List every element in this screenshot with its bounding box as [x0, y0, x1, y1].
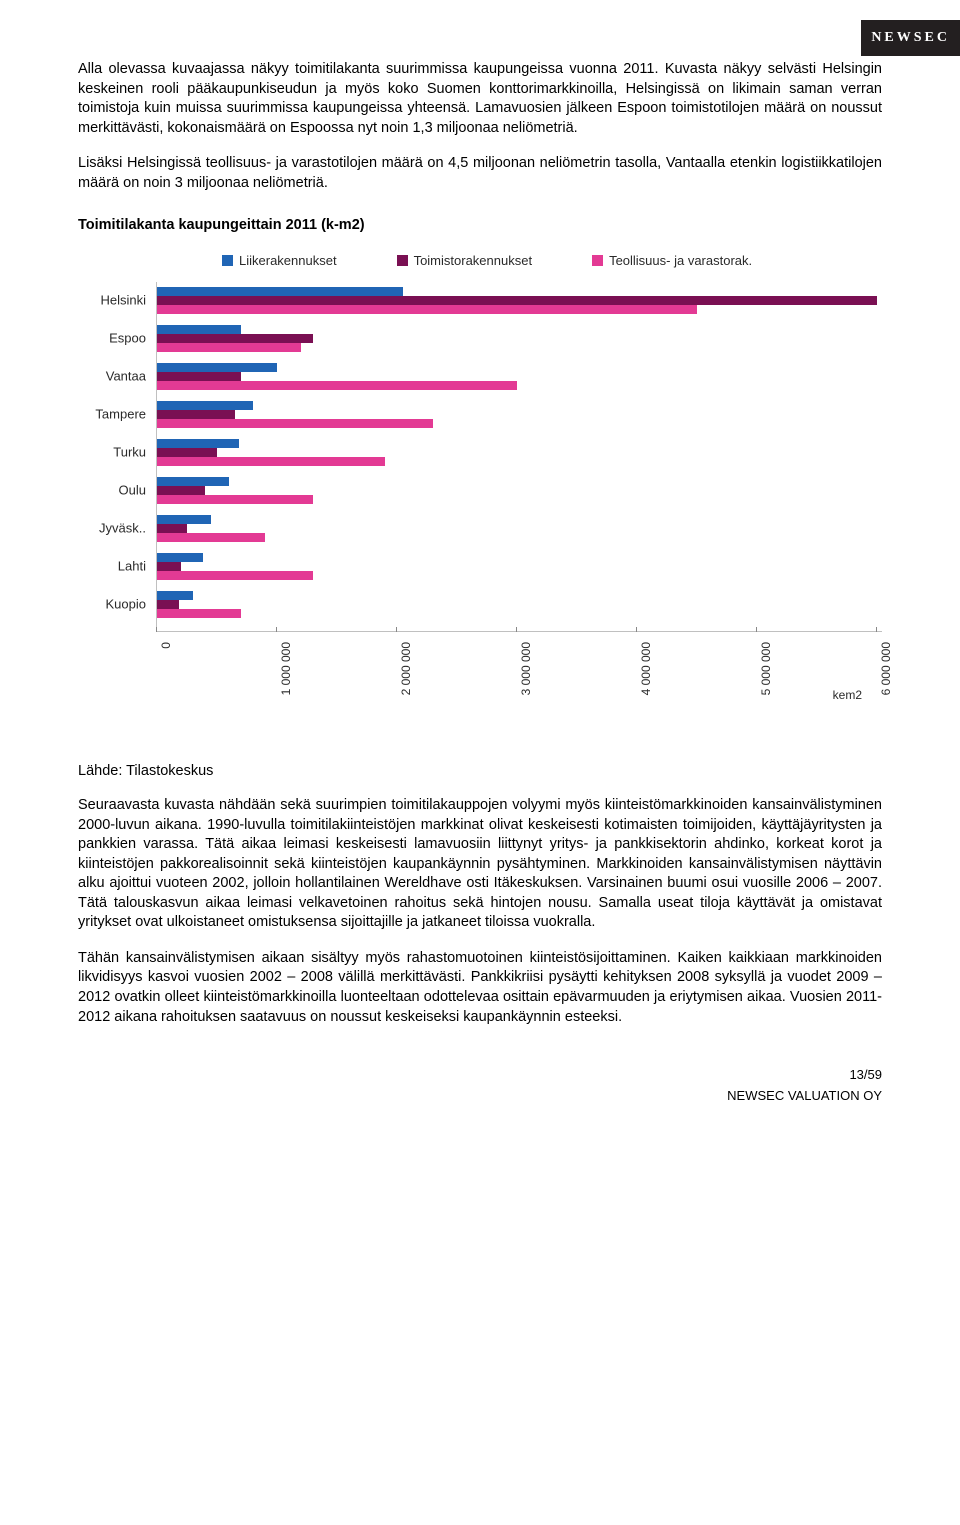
- body-paragraph-4: Tähän kansainvälistymisen aikaan sisälty…: [78, 949, 882, 1027]
- legend-swatch: [222, 255, 233, 266]
- bar: [157, 591, 193, 600]
- category-label: Espoo: [109, 331, 146, 346]
- chart-unit-label: kem2: [833, 688, 862, 702]
- x-tick-mark: [756, 627, 757, 632]
- bar: [157, 600, 179, 609]
- bar: [157, 571, 313, 580]
- x-tick-label: 3 000 000: [519, 642, 533, 695]
- bar: [157, 553, 203, 562]
- page-number: 13/59: [78, 1067, 882, 1082]
- bar: [157, 325, 241, 334]
- legend-swatch: [397, 255, 408, 266]
- x-tick-mark: [396, 627, 397, 632]
- bar: [157, 609, 241, 618]
- x-tick-mark: [516, 627, 517, 632]
- body-paragraph-3: Seuraavasta kuvasta nähdään sekä suurimp…: [78, 796, 882, 933]
- legend-label: Teollisuus- ja varastorak.: [609, 253, 752, 268]
- legend-item: Liikerakennukset: [222, 253, 337, 268]
- x-tick-label: 1 000 000: [279, 642, 293, 695]
- category-label: Turku: [113, 445, 146, 460]
- x-tick-label: 2 000 000: [399, 642, 413, 695]
- x-tick-mark: [276, 627, 277, 632]
- chart-source: Lähde: Tilastokeskus: [78, 762, 882, 782]
- bar: [157, 296, 877, 305]
- bar: [157, 334, 313, 343]
- x-tick-label: 4 000 000: [639, 642, 653, 695]
- category-label: Jyväsk..: [99, 521, 146, 536]
- bar: [157, 439, 239, 448]
- category-label: Kuopio: [106, 597, 146, 612]
- document-page: Alla olevassa kuvaajassa näkyy toimitila…: [0, 0, 960, 1143]
- x-tick-mark: [876, 627, 877, 632]
- bar: [157, 419, 433, 428]
- bar: [157, 410, 235, 419]
- category-label: Lahti: [118, 559, 146, 574]
- legend-label: Toimistorakennukset: [414, 253, 533, 268]
- category-label: Helsinki: [100, 293, 146, 308]
- chart-container: Liikerakennukset Toimistorakennukset Teoll…: [72, 239, 882, 662]
- bar: [157, 401, 253, 410]
- category-label: Oulu: [119, 483, 146, 498]
- bar: [157, 381, 517, 390]
- x-tick-label: 6 000 000: [879, 642, 893, 695]
- footer-company: NEWSEC VALUATION OY: [78, 1088, 882, 1103]
- legend-label: Liikerakennukset: [239, 253, 337, 268]
- category-label: Tampere: [95, 407, 146, 422]
- bar: [157, 287, 403, 296]
- chart-plot: Helsinki Espoo Vantaa Tampere Turku Oulu Jyväs…: [72, 282, 882, 662]
- bar: [157, 562, 181, 571]
- x-tick-mark: [636, 627, 637, 632]
- bar: [157, 477, 229, 486]
- bar: [157, 305, 697, 314]
- bar: [157, 448, 217, 457]
- legend-item: Toimistorakennukset: [397, 253, 533, 268]
- bar: [157, 457, 385, 466]
- chart-legend: Liikerakennukset Toimistorakennukset Teoll…: [72, 239, 882, 282]
- legend-item: Teollisuus- ja varastorak.: [592, 253, 752, 268]
- bar: [157, 524, 187, 533]
- body-paragraph-2: Lisäksi Helsingissä teollisuus- ja varas…: [78, 154, 882, 193]
- bar: [157, 533, 265, 542]
- bar: [157, 343, 301, 352]
- body-paragraph-1: Alla olevassa kuvaajassa näkyy toimitila…: [78, 60, 882, 138]
- bar: [157, 363, 277, 372]
- legend-swatch: [592, 255, 603, 266]
- x-tick-label: 0: [159, 642, 173, 649]
- bar: [157, 486, 205, 495]
- bar: [157, 495, 313, 504]
- bar: [157, 372, 241, 381]
- x-tick-label: 5 000 000: [759, 642, 773, 695]
- bar: [157, 515, 211, 524]
- category-label: Vantaa: [106, 369, 146, 384]
- chart-title: Toimitilakanta kaupungeittain 2011 (k-m2…: [78, 217, 882, 233]
- x-tick-mark: [156, 627, 157, 632]
